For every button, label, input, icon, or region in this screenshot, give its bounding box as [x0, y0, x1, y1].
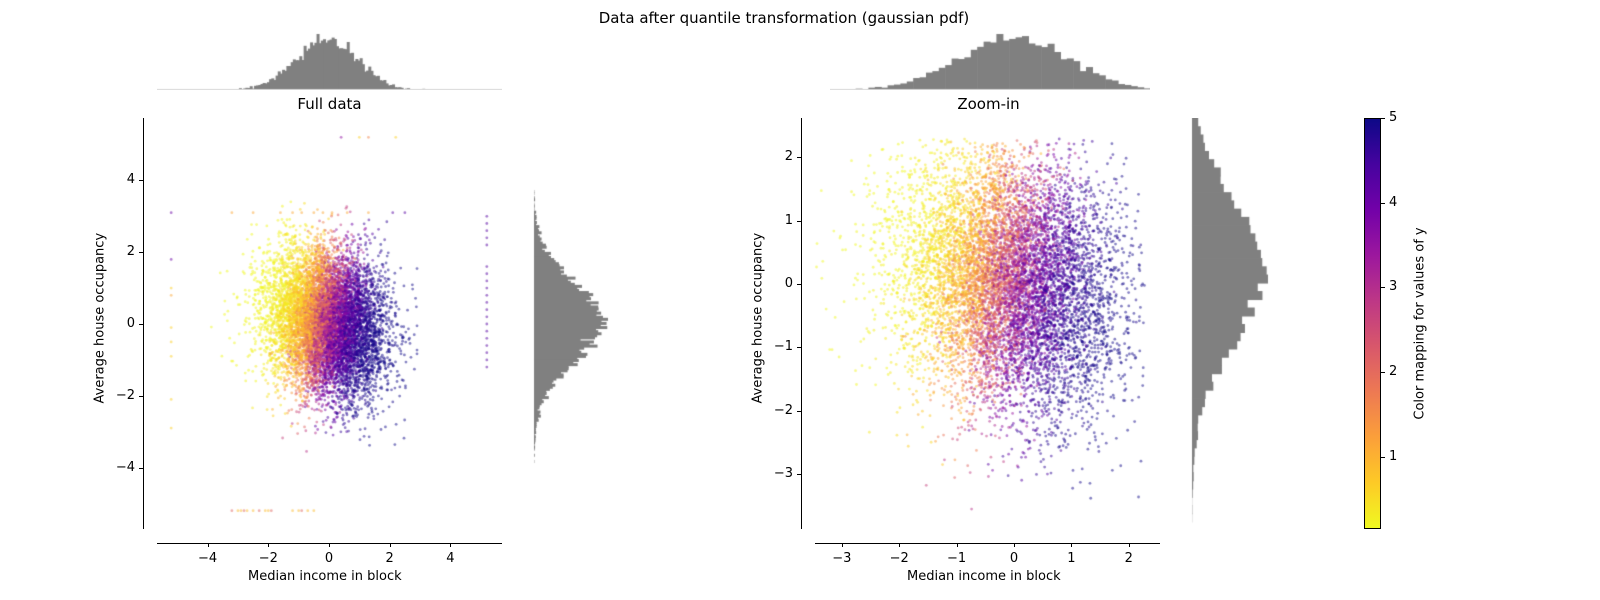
colorbar-tick: [1381, 287, 1385, 288]
zoom-in-x-tick: [841, 543, 843, 547]
zoom-in-y-tick: [797, 410, 801, 412]
colorbar-tick-label: 3: [1389, 279, 1398, 294]
full-data-x-tick-label: 4: [446, 551, 455, 566]
full-data-x-tick-label: −4: [198, 551, 218, 566]
full-data-y-tick: [139, 252, 143, 254]
full-data-y-spine: [143, 118, 144, 529]
zoom-in-x-tick-label: 0: [1009, 551, 1019, 566]
colorbar-tick: [1381, 118, 1385, 119]
zoom-in-x-tick-label: 1: [1067, 551, 1076, 566]
colorbar-tick-label: 1: [1389, 449, 1398, 464]
full-data-y-tick: [139, 467, 143, 469]
full-data-y-tick: [139, 324, 143, 325]
zoom-in-x-tick-label: −1: [947, 551, 967, 566]
colorbar-tick: [1381, 203, 1385, 204]
zoom-in-y-tick: [797, 284, 801, 285]
full-data-y-tick-label: −4: [115, 459, 135, 475]
full-data-x-tick: [207, 543, 209, 547]
full-data-right-histogram: [532, 118, 612, 530]
full-data-x-tick: [268, 543, 270, 547]
full-data-y-tick-label: 2: [126, 244, 135, 260]
zoom-in-x-spine: [815, 543, 1160, 544]
full-data-title: Full data: [297, 95, 362, 113]
zoom-in-x-tick: [956, 543, 958, 547]
full-data-y-label: Average house occupancy: [92, 232, 108, 404]
colorbar-gradient: [1364, 118, 1381, 529]
full-data-scatter-plot: [145, 118, 505, 530]
zoom-in-scatter-plot: [803, 118, 1163, 530]
zoom-in-top-histogram: [830, 28, 1150, 90]
zoom-in-y-spine: [801, 118, 802, 529]
zoom-in-y-tick-label: −2: [773, 402, 793, 418]
zoom-in-y-tick: [797, 220, 801, 222]
colorbar-tick-label: 2: [1389, 364, 1398, 379]
zoom-in-x-label: Median income in block: [907, 569, 1061, 584]
colorbar-tick: [1381, 457, 1385, 458]
full-data-x-tick-label: −2: [258, 551, 278, 566]
full-data-x-tick-label: 2: [385, 551, 394, 566]
zoom-in-x-tick: [1071, 543, 1073, 547]
zoom-in-y-tick-label: 1: [784, 212, 793, 228]
full-data-x-tick: [450, 543, 452, 547]
zoom-in-x-tick: [1014, 543, 1015, 547]
full-data-x-label: Median income in block: [248, 569, 402, 584]
full-data-y-tick-label: 4: [126, 172, 135, 188]
zoom-in-x-tick: [1128, 543, 1130, 547]
zoom-in-x-tick: [899, 543, 901, 547]
zoom-in-y-tick-label: −1: [773, 339, 793, 355]
full-data-y-tick-label: −2: [115, 387, 135, 403]
zoom-in-x-tick-label: −2: [889, 551, 909, 566]
figure-suptitle: Data after quantile transformation (gaus…: [598, 9, 970, 27]
full-data-top-histogram: [157, 28, 502, 90]
full-data-x-tick: [329, 543, 330, 547]
full-data-y-tick-label: 0: [126, 316, 135, 331]
colorbar-tick-label: 5: [1389, 110, 1398, 125]
full-data-x-tick-label: 0: [324, 551, 334, 566]
full-data-x-tick: [389, 543, 391, 547]
full-data-y-tick: [139, 180, 143, 182]
zoom-in-y-tick-label: −3: [773, 466, 793, 482]
zoom-in-y-tick-label: 0: [784, 276, 793, 291]
zoom-in-title: Zoom-in: [957, 95, 1020, 113]
full-data-y-tick: [139, 395, 143, 397]
colorbar-tick-label: 4: [1389, 195, 1398, 210]
colorbar-label: Color mapping for values of y: [1412, 227, 1428, 420]
zoom-in-y-tick-label: 2: [784, 149, 793, 165]
zoom-in-y-label: Average house occupancy: [750, 232, 766, 404]
zoom-in-x-tick-label: 2: [1124, 551, 1133, 566]
zoom-in-x-tick-label: −3: [832, 551, 852, 566]
zoom-in-y-tick: [797, 157, 801, 159]
zoom-in-right-histogram: [1190, 118, 1280, 530]
zoom-in-y-tick: [797, 347, 801, 349]
colorbar-tick: [1381, 372, 1385, 373]
zoom-in-y-tick: [797, 474, 801, 476]
